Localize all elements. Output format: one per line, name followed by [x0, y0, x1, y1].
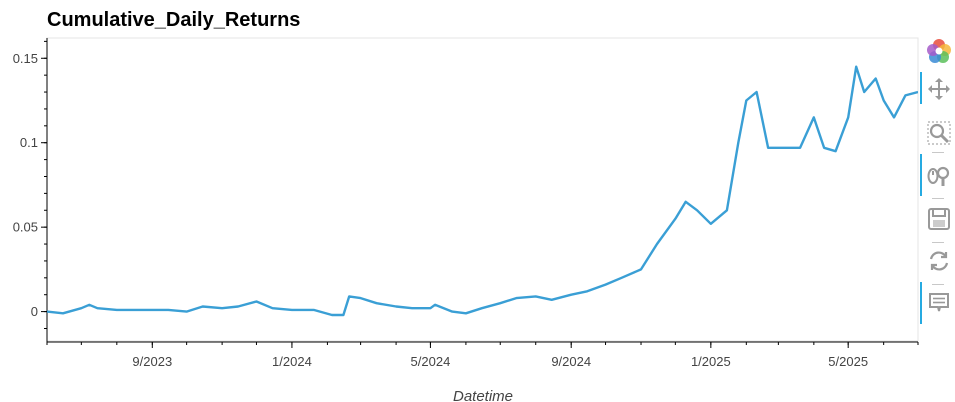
- toolbar-separator: [932, 284, 944, 285]
- x-tick-label: 1/2025: [691, 354, 731, 369]
- toolbar-separator: [932, 198, 944, 199]
- pan-icon[interactable]: [924, 74, 954, 104]
- toolbar-separator: [932, 242, 944, 243]
- active-indicator-wheel-zoom: [920, 154, 922, 196]
- wheel-zoom-icon[interactable]: [924, 160, 954, 190]
- x-tick-label: 1/2024: [272, 354, 312, 369]
- toolbar-separator: [932, 152, 944, 153]
- active-indicator-hover: [920, 282, 922, 324]
- y-axis-ticks: 0 0.05 0.1 0.15: [13, 40, 47, 329]
- y-tick-label: 0.15: [13, 51, 38, 66]
- x-tick-label: 9/2023: [132, 354, 172, 369]
- x-tick-label: 5/2024: [411, 354, 451, 369]
- toolbar: [920, 34, 955, 334]
- series-line-cumulative-returns: [47, 65, 918, 317]
- x-tick-label: 9/2024: [551, 354, 591, 369]
- hover-icon[interactable]: [924, 288, 954, 318]
- save-icon[interactable]: [924, 204, 954, 234]
- x-tick-label: 5/2025: [828, 354, 868, 369]
- bokeh-logo-icon[interactable]: [924, 36, 954, 66]
- chart-title: Cumulative_Daily_Returns: [47, 9, 300, 31]
- x-axis-ticks: 9/2023 1/2024 5/2024 9/2024 1/2025 5/2025: [46, 342, 919, 369]
- plot-frame: [46, 37, 919, 343]
- box-zoom-icon[interactable]: [924, 118, 954, 148]
- y-tick-label: 0.05: [13, 220, 38, 235]
- x-axis-label: Datetime: [453, 388, 513, 402]
- reset-icon[interactable]: [924, 246, 954, 276]
- y-tick-label: 0: [31, 304, 38, 319]
- active-indicator-pan: [920, 72, 922, 104]
- y-tick-label: 0.1: [20, 135, 38, 150]
